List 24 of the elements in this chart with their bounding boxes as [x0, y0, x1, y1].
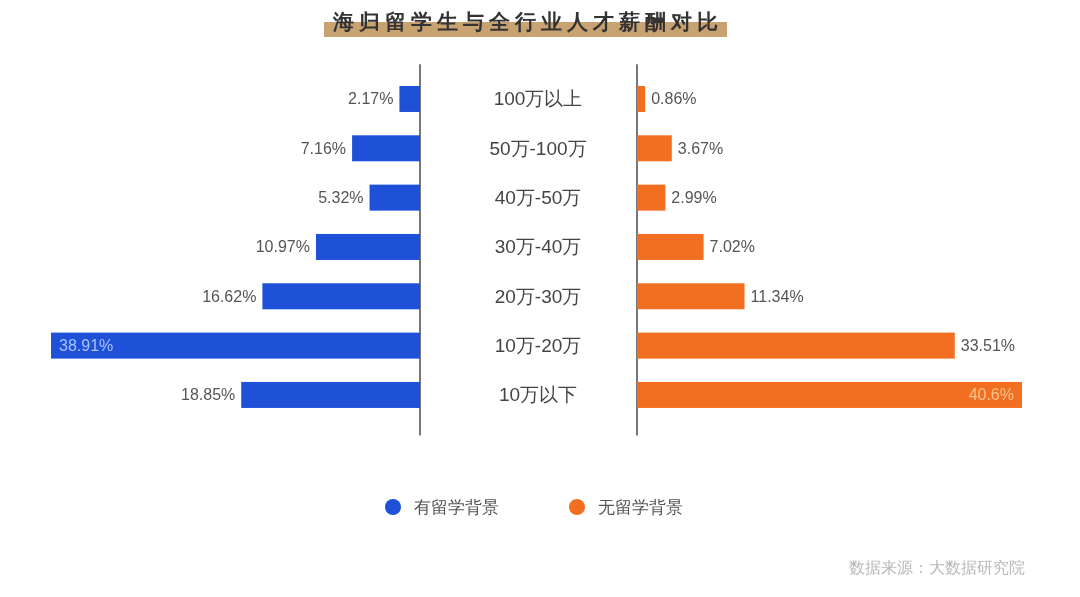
data-label: 2.17% — [348, 90, 394, 108]
data-label: 33.51% — [960, 337, 1016, 355]
data-label: 7.02% — [709, 238, 755, 256]
data-label: 18.85% — [181, 386, 236, 404]
category-label: 10万以下 — [498, 384, 578, 406]
annotation: 数据来源：大数据研究院 — [849, 559, 1025, 576]
data-label: 38.91% — [59, 337, 114, 355]
data-label: 5.32% — [318, 189, 364, 207]
legend-label: 无留学背景 — [598, 497, 683, 517]
category-label: 40万-50万 — [494, 187, 582, 209]
data-label: 40.6% — [968, 386, 1014, 404]
data-label: 3.67% — [677, 139, 724, 157]
category-label: 100万以上 — [493, 88, 583, 110]
category-label: 50万-100万 — [489, 137, 587, 159]
data-label: 11.34% — [750, 287, 804, 305]
category-label: 30万-40万 — [494, 236, 582, 258]
data-label: 2.99% — [671, 189, 717, 207]
data-label: 16.62% — [202, 287, 257, 305]
data-label: 10.97% — [255, 238, 310, 256]
data-label: 7.16% — [300, 139, 347, 157]
category-label: 20万-30万 — [494, 285, 582, 307]
data-label: 0.86% — [651, 90, 697, 108]
legend-label: 有留学背景 — [414, 497, 499, 517]
category-label: 10万-20万 — [494, 335, 582, 357]
